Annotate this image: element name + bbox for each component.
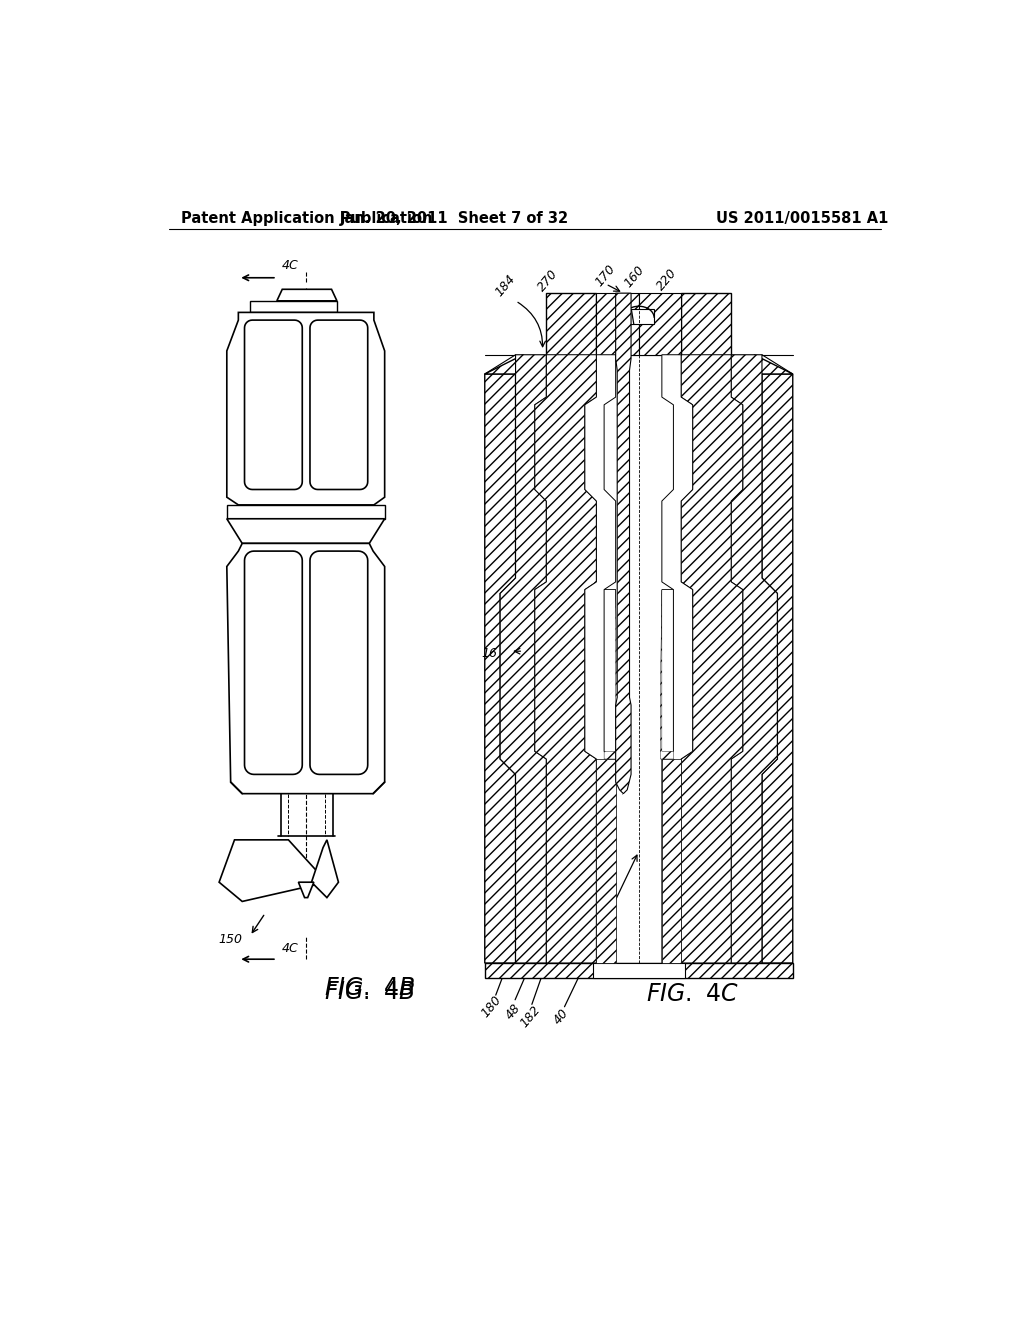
Text: 160: 160: [622, 263, 647, 289]
Polygon shape: [226, 519, 385, 544]
Text: 182: 182: [518, 1003, 544, 1030]
Polygon shape: [310, 321, 368, 490]
Polygon shape: [219, 840, 327, 902]
Polygon shape: [250, 301, 337, 313]
Polygon shape: [615, 293, 631, 793]
Text: 40: 40: [551, 1007, 571, 1027]
Polygon shape: [245, 552, 302, 775]
Polygon shape: [660, 590, 674, 759]
Polygon shape: [245, 321, 302, 490]
Text: 48: 48: [503, 1002, 523, 1022]
Polygon shape: [731, 355, 777, 964]
Text: 270: 270: [536, 267, 561, 293]
Polygon shape: [681, 293, 731, 355]
Polygon shape: [484, 355, 523, 374]
Text: 180: 180: [478, 994, 504, 1020]
Polygon shape: [535, 355, 596, 964]
Polygon shape: [484, 964, 793, 978]
Polygon shape: [755, 355, 793, 374]
Text: $\it{FIG.}$ $\it{4B}$: $\it{FIG.}$ $\it{4B}$: [324, 979, 415, 1003]
Text: 184: 184: [493, 272, 518, 298]
Polygon shape: [585, 355, 615, 964]
Text: 16: 16: [481, 647, 497, 660]
Polygon shape: [276, 289, 337, 301]
Text: 4C: 4C: [282, 942, 298, 956]
Text: Jan. 20, 2011  Sheet 7 of 32: Jan. 20, 2011 Sheet 7 of 32: [339, 211, 568, 226]
Polygon shape: [681, 355, 742, 964]
Polygon shape: [547, 293, 596, 355]
Polygon shape: [604, 590, 617, 759]
Polygon shape: [662, 759, 681, 964]
Polygon shape: [500, 355, 547, 964]
Text: 220: 220: [654, 265, 680, 293]
Text: 170: 170: [593, 263, 617, 289]
Text: US 2011/0015581 A1: US 2011/0015581 A1: [716, 211, 888, 226]
Polygon shape: [226, 313, 385, 506]
Polygon shape: [639, 293, 681, 355]
Polygon shape: [596, 759, 615, 964]
Polygon shape: [298, 882, 313, 898]
Polygon shape: [226, 506, 385, 519]
Text: $\it{FIG.}$ $\it{4C}$: $\it{FIG.}$ $\it{4C}$: [646, 982, 739, 1006]
Polygon shape: [484, 374, 515, 964]
Polygon shape: [762, 374, 793, 964]
Text: 150: 150: [218, 933, 243, 946]
Text: Patent Application Publication: Patent Application Publication: [180, 211, 432, 226]
Polygon shape: [311, 840, 339, 898]
Polygon shape: [596, 293, 639, 355]
Polygon shape: [662, 355, 692, 964]
Polygon shape: [226, 544, 385, 793]
Text: 4C: 4C: [282, 259, 298, 272]
Text: $\it{FIG.}$ $\it{4B}$: $\it{FIG.}$ $\it{4B}$: [324, 977, 415, 1001]
Polygon shape: [310, 552, 368, 775]
Polygon shape: [593, 964, 685, 978]
